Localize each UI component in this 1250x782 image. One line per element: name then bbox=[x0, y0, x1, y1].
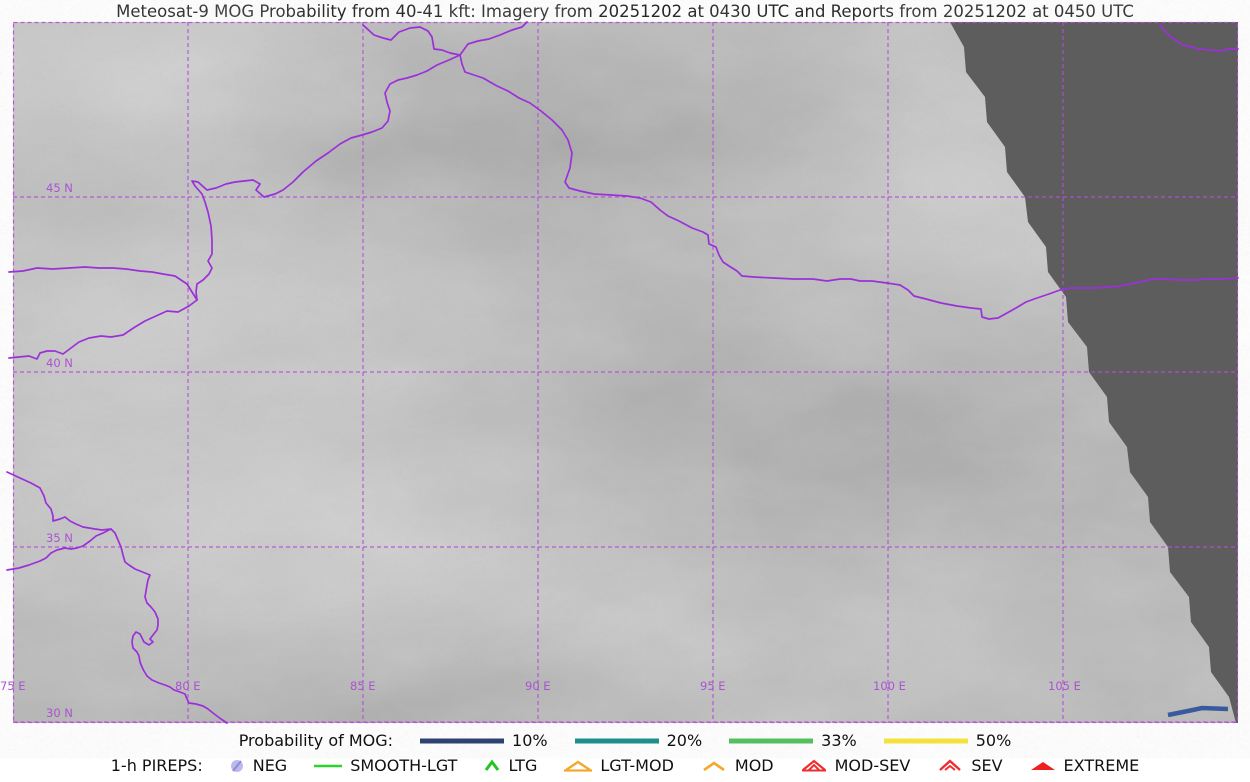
pirep-extreme: EXTREME bbox=[1029, 756, 1140, 775]
mog-contour-10pct bbox=[1167, 705, 1229, 718]
lon-label-80e: 80 E bbox=[175, 679, 201, 693]
boundary-to-top bbox=[459, 21, 528, 56]
extreme-triangle-icon bbox=[1030, 761, 1055, 770]
pirep-neg-label: NEG bbox=[252, 756, 288, 775]
latlon-grid bbox=[12, 21, 1239, 724]
smooth-lgt-line-icon bbox=[314, 764, 343, 767]
boundary-himalaya-upper bbox=[6, 471, 228, 724]
boundary-northwest-web bbox=[191, 54, 461, 301]
mog-10-label: 10% bbox=[512, 731, 548, 750]
lon-label-85e: 85 E bbox=[350, 679, 376, 693]
mog-legend-caption: Probability of MOG: bbox=[238, 731, 394, 750]
pirep-lgt-mod: LGT-MOD bbox=[563, 756, 674, 775]
pirep-sev-label: SEV bbox=[971, 756, 1003, 775]
pirep-sev: SEV bbox=[936, 756, 1003, 775]
mog-33-label: 33% bbox=[821, 731, 857, 750]
grid-labels: 45 N 40 N 35 N 30 N 75 E 80 E 85 E 90 E … bbox=[0, 181, 1081, 720]
boundary-top-right bbox=[1159, 24, 1239, 52]
sev-symbol-icon bbox=[939, 758, 962, 771]
mog-item-10: 10% bbox=[419, 731, 548, 750]
pireps-legend-caption: 1-h PIREPS: bbox=[110, 756, 203, 775]
pirep-lgt-mod-label: LGT-MOD bbox=[600, 756, 674, 775]
lat-label-45n: 45 N bbox=[46, 181, 73, 195]
pirep-extreme-label: EXTREME bbox=[1063, 756, 1140, 775]
pirep-mod: MOD bbox=[700, 756, 774, 775]
pirep-mod-sev: MOD-SEV bbox=[800, 756, 911, 775]
mog-item-20: 20% bbox=[574, 731, 703, 750]
mod-caret-icon bbox=[703, 760, 725, 771]
legend-row-pireps: 1-h PIREPS: NEG SMOOTH-LGT LTG bbox=[0, 753, 1250, 778]
mog-50-line-icon bbox=[883, 738, 968, 743]
mog-10-line-icon bbox=[420, 738, 505, 743]
page-title: Meteosat-9 MOG Probability from 40-41 kf… bbox=[116, 2, 1134, 21]
pirep-smooth-lgt: SMOOTH-LGT bbox=[313, 756, 457, 775]
mog-33-line-icon bbox=[729, 738, 814, 743]
pirep-mod-sev-label: MOD-SEV bbox=[834, 756, 911, 775]
boundary-himalaya-lower bbox=[6, 528, 112, 571]
lat-label-30n: 30 N bbox=[46, 706, 73, 720]
pirep-ltg-label: LTG bbox=[508, 756, 538, 775]
pirep-ltg: LTG bbox=[483, 756, 537, 775]
boundary-north-center bbox=[362, 24, 461, 56]
pirep-smooth-lgt-label: SMOOTH-LGT bbox=[350, 756, 458, 775]
lon-label-90e: 90 E bbox=[525, 679, 551, 693]
mog-item-50: 50% bbox=[883, 731, 1012, 750]
lon-label-105e: 105 E bbox=[1048, 679, 1081, 693]
mog-item-33: 33% bbox=[728, 731, 857, 750]
pirep-neg: NEG bbox=[229, 756, 287, 775]
lat-label-40n: 40 N bbox=[46, 356, 73, 370]
lat-label-35n: 35 N bbox=[46, 531, 73, 545]
lon-label-100e: 100 E bbox=[873, 679, 906, 693]
legend-row-mog: Probability of MOG: 10% 20% 33% 50% bbox=[0, 728, 1250, 753]
lgt-mod-symbol-icon bbox=[564, 760, 593, 772]
mog-20-label: 20% bbox=[666, 731, 703, 750]
pirep-mod-label: MOD bbox=[734, 756, 774, 775]
mog-50-label: 50% bbox=[975, 731, 1012, 750]
neg-circle-icon bbox=[230, 759, 243, 772]
satellite-map: 45 N 40 N 35 N 30 N 75 E 80 E 85 E 90 E … bbox=[0, 21, 1239, 724]
mog-20-line-icon bbox=[574, 738, 659, 743]
ltg-caret-icon bbox=[485, 759, 500, 771]
boundary-southwest-branch bbox=[8, 299, 198, 360]
lon-label-75e: 75 E bbox=[0, 679, 26, 693]
mod-sev-symbol-icon bbox=[801, 759, 826, 771]
country-boundaries bbox=[6, 21, 1239, 724]
map-overlay: 45 N 40 N 35 N 30 N 75 E 80 E 85 E 90 E … bbox=[0, 21, 1239, 724]
legend: Probability of MOG: 10% 20% 33% 50% 1-h … bbox=[0, 728, 1250, 778]
boundary-long-east bbox=[459, 54, 1239, 320]
lon-label-95e: 95 E bbox=[700, 679, 726, 693]
boundary-west-branch bbox=[8, 266, 198, 301]
